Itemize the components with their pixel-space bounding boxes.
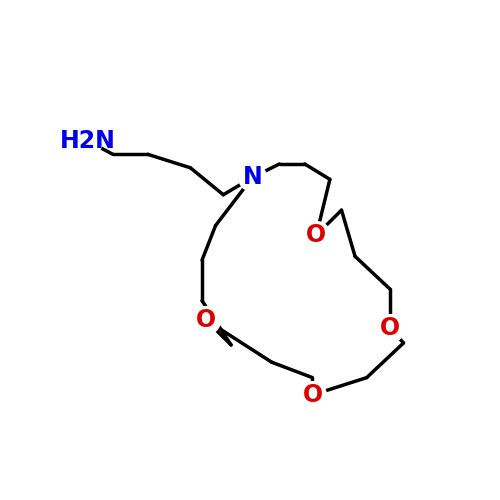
Text: N: N xyxy=(242,166,262,190)
Text: H2N: H2N xyxy=(60,129,116,153)
Text: O: O xyxy=(380,316,400,340)
Text: O: O xyxy=(196,308,216,332)
Text: O: O xyxy=(302,383,322,407)
Text: O: O xyxy=(306,223,326,247)
